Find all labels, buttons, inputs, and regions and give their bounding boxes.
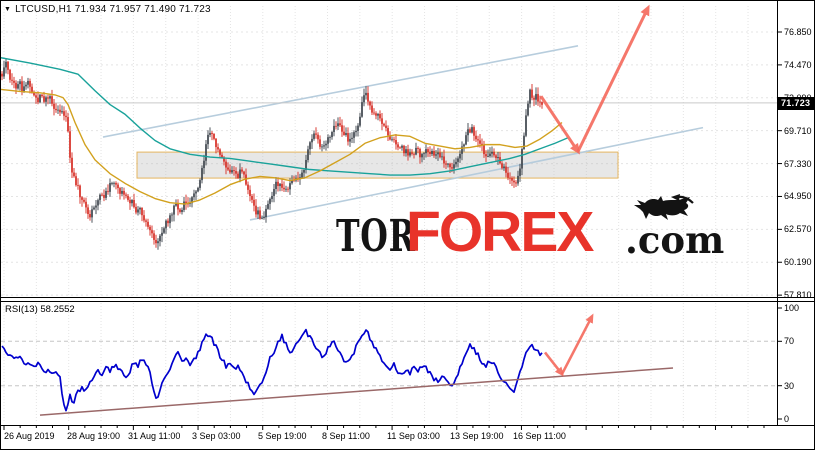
forecast-arrow-up: [576, 4, 650, 153]
time-axis-label: 8 Sep 11:00: [322, 431, 370, 441]
symbol-ohlc-label: LTCUSD,H1 71.934 71.957 71.490 71.723: [15, 4, 211, 15]
price-axis-label: 67.330: [784, 158, 812, 169]
symbol-dropdown-icon[interactable]: ▼: [4, 5, 12, 13]
watermark-text-tor: TOR: [336, 211, 416, 262]
watermark-text-forex: FOREX: [406, 200, 594, 264]
forecast-arrow-down: [539, 95, 581, 155]
rsi-axis-label: 30: [784, 380, 795, 391]
rsi-axis-label: 0: [784, 414, 790, 424]
vertical-gridlines: [3, 6, 749, 423]
price-axis-label: 57.810: [784, 290, 812, 301]
horizontal-gridlines: [1, 31, 777, 387]
time-axis-label: 13 Sep 19:00: [450, 431, 504, 441]
candlesticks-layer: [1, 58, 543, 250]
ma-slow-line: [1, 57, 569, 176]
channel-upper-line: [102, 45, 579, 138]
time-axis-label: 11 Sep 03:00: [387, 431, 440, 441]
bull-logo-icon: [634, 194, 694, 220]
price-axis-label: 74.470: [784, 59, 812, 70]
rsi-axis-label: 70: [784, 336, 795, 347]
rsi-indicator-label: RSI(13) 58.2552: [5, 304, 75, 315]
rsi-panel-layer: [1, 313, 674, 416]
ma-fast-line: [1, 88, 563, 205]
price-axis-label: 64.950: [784, 191, 812, 202]
time-axis-label: 16 Sep 11:00: [513, 431, 566, 441]
chart-header: ▼ LTCUSD,H1 71.934 71.957 71.490 71.723: [4, 4, 211, 15]
channel-lower-line: [249, 126, 704, 221]
rsi-trendline: [39, 367, 674, 416]
main-panel-layer: [1, 4, 777, 250]
time-axis-label: 3 Sep 03:00: [192, 431, 241, 441]
price-axis-label: 76.850: [784, 27, 812, 37]
time-axis-label: 26 Aug 2019: [4, 431, 55, 441]
watermark-text-com: .com: [625, 218, 725, 262]
rsi-arrow-down: [543, 351, 564, 377]
rsi-line: [1, 328, 543, 412]
rsi-arrow-up: [560, 313, 594, 375]
rsi-axis-label: 100: [784, 303, 800, 313]
watermark: TOR FOREX .com: [336, 192, 724, 264]
time-axis-label: 31 Aug 11:00: [128, 431, 181, 441]
price-axis-label: 62.570: [784, 224, 812, 235]
time-axis-label: 28 Aug 19:00: [67, 431, 121, 441]
price-axis-label: 69.710: [784, 125, 812, 136]
price-axis-label: 60.190: [784, 257, 812, 268]
current-price-tag: 71.723: [778, 97, 815, 110]
time-axis-label: 5 Sep 19:00: [258, 431, 307, 441]
